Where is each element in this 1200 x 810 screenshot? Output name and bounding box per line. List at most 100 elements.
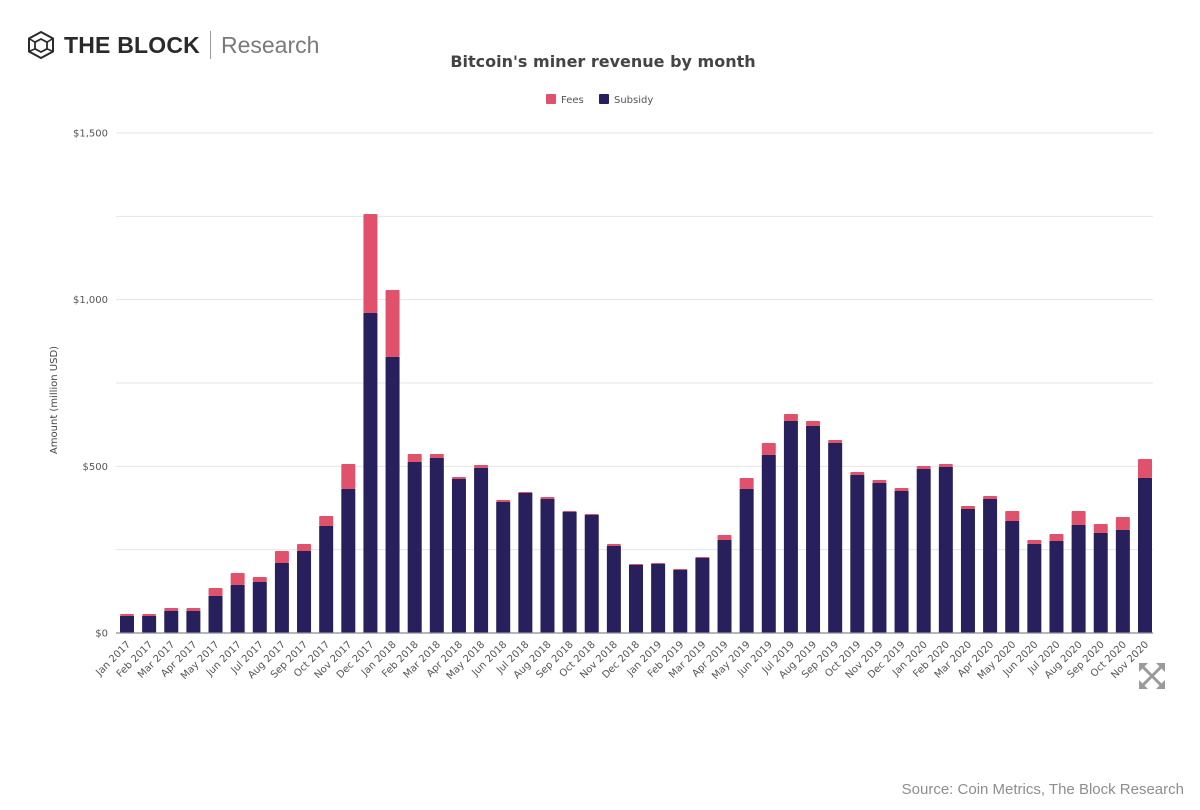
bar-subsidy bbox=[629, 565, 643, 633]
bar-subsidy bbox=[385, 357, 400, 633]
bar-subsidy bbox=[651, 564, 666, 633]
bar-group bbox=[451, 477, 466, 633]
chart-title: Bitcoin's miner revenue by month bbox=[450, 52, 755, 71]
bar-subsidy bbox=[783, 421, 798, 633]
bar-fees bbox=[1049, 534, 1064, 541]
bar-fees bbox=[761, 443, 776, 455]
bar-fees bbox=[850, 472, 865, 475]
bar-fees bbox=[363, 214, 378, 313]
bar-fees bbox=[806, 421, 821, 426]
bar-subsidy bbox=[606, 546, 621, 633]
bar-group bbox=[120, 614, 134, 633]
bar-group bbox=[1049, 534, 1064, 633]
bar-subsidy bbox=[164, 611, 179, 633]
bar-subsidy bbox=[1049, 541, 1064, 633]
bar-group bbox=[363, 214, 378, 633]
bar-group bbox=[142, 614, 157, 633]
bar-group bbox=[916, 466, 931, 633]
bar-subsidy bbox=[960, 509, 975, 633]
bar-fees bbox=[872, 480, 887, 483]
legend-swatch-subsidy bbox=[599, 94, 609, 104]
bar-group bbox=[983, 496, 998, 633]
bar-fees bbox=[297, 544, 312, 551]
legend-label-subsidy: Subsidy bbox=[614, 95, 653, 106]
bar-group bbox=[1138, 459, 1152, 633]
bar-fees bbox=[1071, 511, 1086, 525]
bar-fees bbox=[629, 564, 643, 565]
bar-fees bbox=[496, 500, 511, 502]
bar-group bbox=[629, 564, 643, 633]
bar-fees bbox=[960, 506, 975, 509]
bar-subsidy bbox=[850, 475, 865, 633]
bar-subsidy bbox=[938, 467, 953, 633]
bar-fees bbox=[230, 573, 245, 585]
bar-subsidy bbox=[252, 582, 267, 633]
bar-subsidy bbox=[828, 443, 843, 633]
bar-subsidy bbox=[584, 515, 599, 633]
bar-subsidy bbox=[120, 616, 134, 633]
bar-subsidy bbox=[983, 499, 998, 633]
bar-subsidy bbox=[1005, 521, 1020, 633]
bar-subsidy bbox=[208, 596, 223, 633]
bar-subsidy bbox=[474, 468, 489, 633]
y-tick-label: $1,000 bbox=[73, 295, 108, 306]
bar-group bbox=[164, 608, 179, 633]
bar-subsidy bbox=[1071, 525, 1086, 633]
brand-header: THE BLOCK Research bbox=[26, 28, 319, 62]
bar-subsidy bbox=[717, 540, 732, 633]
bar-group bbox=[186, 608, 201, 633]
bar-fees bbox=[1138, 459, 1152, 478]
bar-group bbox=[474, 465, 489, 633]
bar-fees bbox=[208, 588, 223, 596]
bar-group bbox=[761, 443, 776, 633]
bar-group bbox=[850, 472, 865, 633]
bar-fees bbox=[407, 454, 422, 462]
bar-fees bbox=[252, 577, 267, 582]
y-tick-label: $0 bbox=[95, 629, 108, 640]
bar-group bbox=[407, 454, 422, 633]
bar-group bbox=[872, 480, 887, 633]
bar-subsidy bbox=[186, 611, 201, 633]
bar-fees bbox=[916, 466, 931, 469]
bar-subsidy bbox=[274, 563, 289, 633]
y-axis-label: Amount (million USD) bbox=[49, 346, 60, 454]
bar-subsidy bbox=[1138, 478, 1152, 633]
bar-subsidy bbox=[429, 458, 444, 633]
bar-subsidy bbox=[297, 551, 312, 633]
bar-subsidy bbox=[916, 469, 931, 633]
bar-group bbox=[1027, 540, 1042, 633]
bar-group bbox=[429, 454, 444, 633]
bar-group bbox=[230, 573, 245, 633]
bar-subsidy bbox=[806, 426, 821, 633]
bar-group bbox=[606, 544, 621, 633]
bar-subsidy bbox=[1027, 544, 1042, 633]
bar-fees bbox=[983, 496, 998, 499]
bar-fees bbox=[1093, 524, 1108, 533]
expand-arrows-icon[interactable] bbox=[1137, 661, 1167, 691]
bar-group bbox=[828, 440, 843, 633]
bar-group bbox=[319, 516, 334, 633]
bar-fees bbox=[673, 569, 688, 570]
bar-subsidy bbox=[673, 570, 688, 633]
bar-group bbox=[518, 492, 533, 633]
bar-fees bbox=[142, 614, 157, 616]
bar-group bbox=[1093, 524, 1108, 633]
bar-fees bbox=[783, 414, 798, 421]
brand-divider bbox=[209, 31, 211, 59]
bar-fees bbox=[562, 511, 577, 512]
bar-fees bbox=[164, 608, 179, 611]
bar-subsidy bbox=[451, 479, 466, 633]
bar-group bbox=[540, 497, 555, 633]
bar-subsidy bbox=[518, 493, 533, 633]
bar-fees bbox=[474, 465, 489, 468]
legend-swatch-fees bbox=[546, 94, 556, 104]
bar-fees bbox=[651, 563, 666, 564]
bar-group bbox=[783, 414, 798, 633]
bar-group bbox=[274, 551, 289, 633]
bar-group bbox=[938, 464, 953, 633]
bar-fees bbox=[429, 454, 444, 458]
bar-fees bbox=[518, 492, 533, 493]
bar-group bbox=[673, 569, 688, 633]
